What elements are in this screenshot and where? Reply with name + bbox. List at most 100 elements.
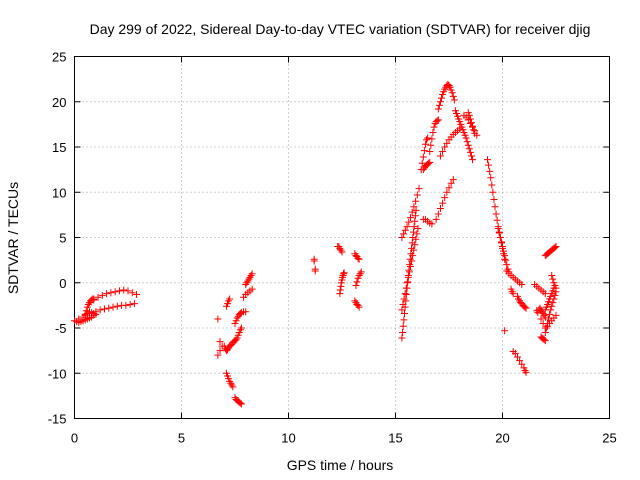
data-point	[466, 115, 474, 123]
data-point	[400, 230, 408, 238]
y-tick-label: 25	[52, 50, 66, 65]
data-point	[242, 308, 250, 316]
data-point	[551, 291, 559, 299]
data-point	[356, 270, 364, 278]
x-tick-label: 0	[71, 431, 78, 446]
data-point	[447, 179, 455, 187]
data-point	[486, 167, 494, 175]
data-point	[409, 234, 417, 241]
data-point	[111, 288, 119, 296]
data-point	[551, 243, 559, 251]
data-point	[500, 247, 508, 255]
data-point	[537, 315, 545, 323]
data-point	[398, 334, 406, 342]
y-tick-label: 15	[52, 140, 66, 155]
data-point	[130, 300, 138, 308]
data-point	[81, 310, 89, 318]
data-point	[236, 399, 244, 407]
axis-ticks: 0 5 10 15 20 25 -15 -10 -5 0 5 10 15 20 25	[48, 50, 617, 446]
data-point	[448, 89, 456, 97]
y-tick-label: 5	[59, 231, 66, 246]
data-point	[411, 217, 419, 225]
data-point	[540, 311, 548, 319]
data-point	[225, 297, 233, 305]
data-point	[339, 270, 347, 278]
data-point	[227, 379, 235, 387]
data-point	[105, 304, 113, 312]
data-point	[413, 191, 421, 199]
data-point	[216, 338, 224, 346]
data-point	[122, 301, 130, 309]
data-point	[338, 248, 346, 256]
data-point	[426, 158, 434, 166]
data-point	[549, 299, 557, 307]
grid	[74, 56, 610, 419]
data-point	[403, 279, 411, 287]
data-point	[443, 188, 451, 196]
data-point	[541, 290, 549, 298]
data-point	[450, 96, 458, 104]
data-point	[82, 307, 90, 315]
data-point	[521, 367, 529, 375]
data-point	[425, 159, 433, 167]
data-point	[511, 349, 519, 357]
data-point	[335, 243, 343, 251]
data-point	[412, 235, 420, 243]
data-point	[355, 272, 363, 280]
data-point	[426, 148, 434, 156]
data-point	[441, 194, 449, 202]
data-point	[434, 210, 442, 218]
data-point	[439, 199, 447, 207]
data-point	[399, 322, 407, 330]
data-point	[90, 296, 98, 304]
data-point	[103, 290, 111, 298]
data-point	[470, 126, 478, 134]
x-axis-label: GPS time / hours	[287, 457, 394, 473]
data-point	[411, 212, 419, 220]
data-point	[353, 278, 361, 286]
data-point	[226, 295, 234, 303]
data-point	[445, 81, 453, 89]
data-point	[355, 303, 363, 311]
data-point	[401, 226, 409, 234]
data-point	[100, 305, 108, 313]
chart-title: Day 299 of 2022, Sidereal Day-to-day VTE…	[90, 21, 591, 37]
data-point	[400, 295, 408, 303]
data-point	[548, 272, 556, 280]
data-point	[236, 310, 244, 318]
y-tick-label: -5	[55, 321, 67, 336]
data-point	[433, 117, 441, 125]
y-tick-label: 0	[59, 276, 66, 291]
data-point	[539, 310, 547, 318]
data-point	[412, 206, 420, 214]
data-point	[107, 289, 115, 297]
data-point	[509, 290, 517, 298]
data-point	[126, 300, 134, 308]
data-point	[463, 138, 471, 146]
data-point	[237, 324, 245, 332]
data-point	[410, 223, 418, 231]
data-point	[407, 250, 415, 258]
data-point	[491, 203, 499, 211]
data-point	[419, 153, 427, 161]
data-point	[449, 176, 457, 184]
data-point	[232, 336, 240, 344]
data-points	[71, 81, 560, 408]
data-point	[214, 351, 222, 359]
data-point	[427, 141, 435, 149]
data-point	[399, 300, 407, 308]
data-point	[229, 383, 237, 391]
data-point	[84, 300, 92, 308]
data-point	[355, 255, 363, 263]
data-point	[488, 181, 496, 189]
data-point	[411, 241, 419, 249]
data-point	[401, 290, 409, 298]
data-point	[120, 286, 128, 294]
data-point	[522, 304, 530, 312]
data-point	[351, 297, 359, 305]
data-point	[214, 315, 222, 323]
data-point	[441, 143, 449, 151]
x-tick-label: 25	[602, 431, 616, 446]
data-point	[548, 302, 556, 310]
data-point	[336, 244, 344, 252]
